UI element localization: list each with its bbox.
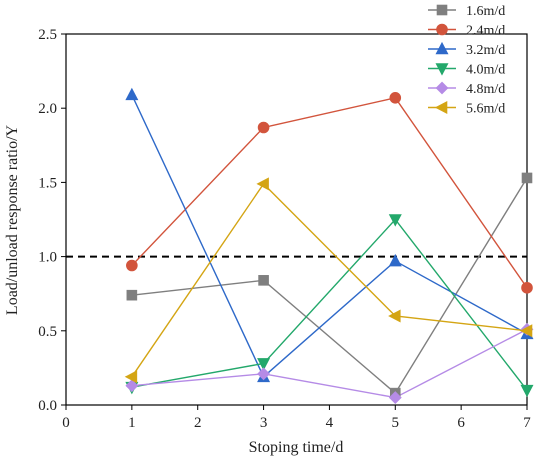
legend-marker <box>436 23 448 36</box>
y-axis-label: Load/unload response ratio/Y <box>4 124 21 315</box>
legend-marker <box>436 4 448 16</box>
data-point <box>257 121 270 134</box>
data-point <box>258 275 269 286</box>
x-tick-label: 0 <box>62 415 70 431</box>
data-point <box>521 172 533 184</box>
data-point <box>521 281 533 294</box>
data-point <box>388 309 401 323</box>
data-point <box>388 214 402 227</box>
series-line-0 <box>131 177 528 395</box>
data-point <box>126 259 138 272</box>
data-point <box>520 384 534 398</box>
data-point <box>257 367 270 381</box>
series-lines <box>131 94 528 399</box>
series-line-3 <box>131 218 528 391</box>
data-point <box>126 289 138 301</box>
y-tick-label: 0.5 <box>38 324 57 340</box>
data-point <box>125 87 139 101</box>
series-line-1 <box>131 97 528 289</box>
y-tick-label: 2.0 <box>38 101 57 117</box>
data-point <box>257 358 271 371</box>
legend-marker <box>434 101 448 114</box>
legend-label: 4.8m/d <box>466 82 505 97</box>
x-tick-label: 3 <box>260 415 268 431</box>
series-markers <box>124 87 534 405</box>
legend-label: 5.6m/d <box>466 102 505 117</box>
plot-frame <box>65 33 528 406</box>
x-tick-label: 2 <box>194 415 202 431</box>
data-point <box>519 324 533 338</box>
data-point <box>388 391 402 405</box>
x-tick-label: 7 <box>523 415 531 431</box>
y-tick-label: 1.5 <box>38 175 57 191</box>
series-line-5 <box>131 182 528 378</box>
data-point <box>125 379 139 393</box>
x-tick-label: 6 <box>457 415 465 431</box>
x-tick-label: 1 <box>128 415 136 431</box>
series-line-4 <box>131 328 528 399</box>
axes: 0 1 2 3 4 5 6 7 0.0 0.5 1.0 1.5 2.0 2.5 <box>38 27 531 431</box>
y-tick-label: 0.0 <box>38 398 57 414</box>
series-line-2 <box>131 94 528 378</box>
y-tick-label: 2.5 <box>38 27 57 43</box>
x-tick-label: 5 <box>392 415 400 431</box>
data-point <box>389 92 402 104</box>
data-point <box>388 253 402 267</box>
legend-marker <box>435 63 449 76</box>
legend: 1.6m/d 2.4m/d 3.2m/d 4.0m/d 4.8m/d 5.6m/d <box>428 4 505 117</box>
legend-label: 1.6m/d <box>466 4 505 19</box>
x-tick-label: 4 <box>326 415 334 431</box>
legend-marker <box>435 81 449 95</box>
legend-label: 2.4m/d <box>466 24 505 39</box>
data-point <box>124 370 138 384</box>
x-axis-label: Stoping time/d <box>249 439 344 456</box>
legend-label: 3.2m/d <box>466 43 505 58</box>
legend-marker <box>435 41 449 55</box>
data-point <box>256 177 269 191</box>
y-tick-label: 1.0 <box>38 250 57 266</box>
legend-label: 4.0m/d <box>466 63 505 78</box>
